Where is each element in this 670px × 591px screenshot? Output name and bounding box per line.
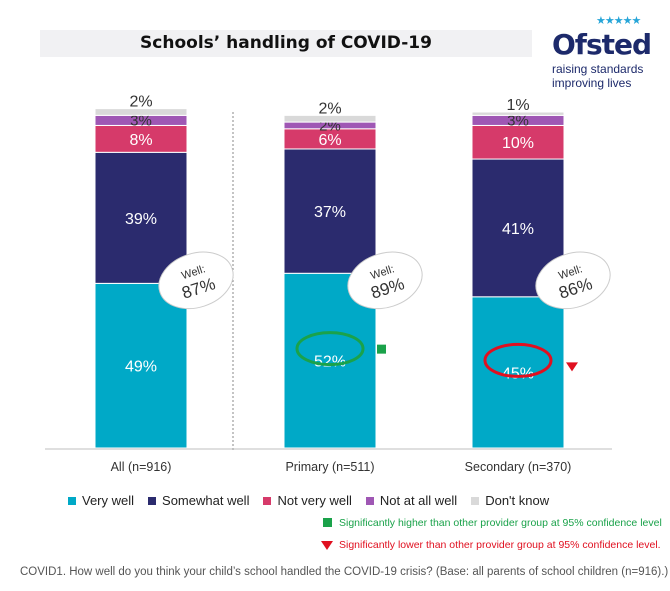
category-label: Primary (n=511) (285, 460, 374, 474)
footnote: COVID1. How well do you think your child… (20, 566, 669, 578)
title-background (40, 30, 532, 57)
legend-label: Don't know (485, 493, 550, 508)
significance-lower-note: Significantly lower than other provider … (339, 539, 661, 551)
legend-swatch (148, 496, 157, 505)
well-bubble-shape (535, 251, 611, 310)
legend-swatch (471, 496, 480, 505)
data-label: 41% (502, 221, 534, 238)
bar-segment-not-very-well (94, 124, 188, 153)
bar-segment-very-well (94, 282, 188, 449)
legend-swatch (263, 496, 272, 505)
legend-label: Very well (82, 493, 135, 508)
bar-segment-don-t-know (94, 108, 188, 116)
data-label: 3% (130, 112, 152, 129)
logo-tagline-2: improving lives (552, 76, 632, 90)
data-label: 8% (129, 132, 152, 149)
well-bubble-shape (158, 251, 234, 310)
legend-item-not-at-all-well: Not at all well (365, 493, 458, 508)
significance-circle (483, 342, 553, 378)
legend-item-not-very-well: Not very well (263, 493, 352, 508)
well-total-bubble: Well:87% (158, 251, 234, 310)
data-label: 52% (314, 354, 346, 371)
well-bubble-shape (347, 251, 423, 310)
bar-segment-not-very-well (471, 124, 565, 160)
well-total-bubble: Well:89% (347, 251, 423, 310)
significance-higher-note: Significantly higher than other provider… (339, 517, 662, 529)
legend-label: Somewhat well (162, 493, 250, 508)
data-label: 37% (314, 204, 346, 221)
data-label: 45% (502, 365, 534, 382)
data-label: 39% (125, 211, 157, 228)
significance-lower-marker-icon (566, 362, 578, 372)
logo-tagline-1: raising standards (552, 62, 644, 76)
data-label: 49% (125, 359, 157, 376)
logo-wordmark: Ofsted (552, 28, 652, 61)
significance-higher-icon (323, 518, 332, 527)
legend-swatch (365, 496, 374, 505)
category-label: Secondary (n=370) (465, 460, 572, 474)
significance-lower-icon (321, 541, 333, 550)
data-label: 2% (318, 100, 341, 117)
legend-item-somewhat-well: Somewhat well (148, 493, 249, 508)
stacked-bar-chart: 49%39%8%3%2%All (n=916)Well:87%52%37%6%2… (45, 94, 612, 474)
legend-item-dont-know: Don't know (471, 493, 549, 508)
chart-title: Schools’ handling of COVID-19 (140, 33, 432, 53)
legend-label: Not very well (277, 493, 352, 508)
well-total-bubble: Well:86% (535, 251, 611, 310)
logo-stars-icon: ★★★★★ (596, 14, 641, 27)
bar-segment-somewhat-well (283, 148, 377, 274)
data-label: 10% (502, 135, 534, 152)
legend: Very well Somewhat well Not very well No… (68, 493, 563, 508)
data-label: 6% (318, 132, 341, 149)
legend-item-very-well: Very well (68, 493, 134, 508)
legend-swatch (68, 496, 76, 505)
legend-label: Not at all well (379, 493, 458, 508)
bar-segment-don-t-know (471, 111, 565, 116)
data-label: 3% (507, 112, 529, 129)
significance-higher-marker-icon (377, 344, 386, 354)
significance-circle (295, 331, 365, 367)
data-label: 1% (506, 97, 529, 114)
category-label: All (n=916) (111, 460, 172, 474)
data-label: 2% (129, 94, 152, 111)
ofsted-logo: ★★★★★ Ofsted raising standards improving… (552, 14, 662, 94)
bar-segment-don-t-know (283, 114, 377, 123)
